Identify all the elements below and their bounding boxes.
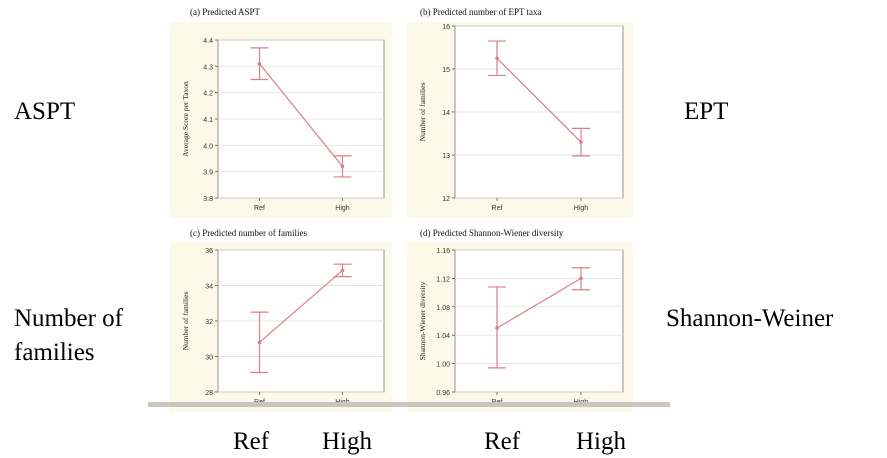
y-tick-label: 4.1 <box>203 117 213 124</box>
data-point <box>579 276 583 281</box>
series-line <box>496 57 582 143</box>
data-point <box>257 61 262 66</box>
panel-d-title: (d) Predicted Shannon-Wiener diversity <box>420 228 564 238</box>
series-line <box>259 63 343 167</box>
y-tick-label: 0.96 <box>436 390 450 397</box>
y-axis-label: Shannon-Wiener diversity <box>418 281 427 360</box>
y-tick-label: 4.0 <box>203 143 213 150</box>
data-point <box>495 326 499 330</box>
data-point <box>579 140 583 144</box>
families-label-line1: Number of <box>14 305 123 332</box>
y-tick-label: 1.12 <box>436 276 450 283</box>
y-tick-label: 1.04 <box>436 333 450 340</box>
y-axis-label: Number of families <box>418 83 427 142</box>
bottom-label-ref-1: Ref <box>233 428 270 455</box>
y-tick-label: 13 <box>442 153 450 160</box>
y-tick-label: 1.16 <box>436 248 450 255</box>
panel-a-title: (a) Predicted ASPT <box>190 7 260 17</box>
y-axis-label: Average Score per Taxon <box>181 81 190 157</box>
panel-c-title: (c) Predicted number of families <box>190 228 307 238</box>
plot-area <box>454 249 624 393</box>
y-tick-label: 14 <box>442 110 450 117</box>
y-tick-label: 1.08 <box>436 305 450 312</box>
y-tick-label: 4.2 <box>203 91 213 98</box>
y-tick-label: 1.00 <box>436 362 450 369</box>
x-tick-label: High <box>335 205 350 212</box>
y-tick-label: 32 <box>205 319 213 326</box>
series-line <box>496 277 582 329</box>
panel-a-chart: 3.8 3.9 4.0 4.1 4.2 4.3 4.4 Ref High Average Scor… <box>170 22 392 218</box>
y-tick-label: 36 <box>205 248 213 255</box>
y-tick-label: 3.8 <box>203 196 213 203</box>
y-tick-label: 12 <box>442 196 450 203</box>
aspt-label: ASPT <box>14 98 76 125</box>
panel-d-chart: 0.961.001.041.081.121.16RefHighShannon-W… <box>407 242 633 412</box>
bottom-label-high-1: High <box>322 428 372 455</box>
panel-c-chart: 2830323436RefHighNumber of families <box>170 242 392 412</box>
y-tick-label: 3.9 <box>203 170 213 177</box>
data-point <box>495 56 499 61</box>
bottom-divider <box>148 402 670 407</box>
panel-b-title: (b) Predicted number of EPT taxa <box>420 7 542 17</box>
x-tick-label: Ref <box>254 205 265 212</box>
bottom-label-high-2: High <box>576 428 626 455</box>
panel-b-chart: 12 13 14 15 16 Ref High Number of families <box>407 22 633 218</box>
families-label-line2: families <box>14 339 95 366</box>
bottom-label-ref-2: Ref <box>484 428 521 455</box>
y-tick-label: 4.3 <box>203 64 213 71</box>
y-tick-label: 16 <box>442 24 450 31</box>
x-tick-label: High <box>574 205 589 212</box>
series-line <box>259 269 343 343</box>
y-tick-label: 28 <box>205 390 213 397</box>
shannon-label: Shannon-Weiner <box>666 305 834 332</box>
y-tick-label: 30 <box>205 355 213 362</box>
data-point <box>340 164 345 169</box>
y-axis-label: Number of families <box>181 292 190 351</box>
y-tick-label: 15 <box>442 67 450 74</box>
y-tick-label: 34 <box>205 284 213 291</box>
x-tick-label: Ref <box>492 205 503 212</box>
data-point <box>257 340 262 345</box>
y-tick-label: 4.4 <box>203 38 213 45</box>
ept-label: EPT <box>684 98 729 125</box>
data-point <box>340 268 345 273</box>
